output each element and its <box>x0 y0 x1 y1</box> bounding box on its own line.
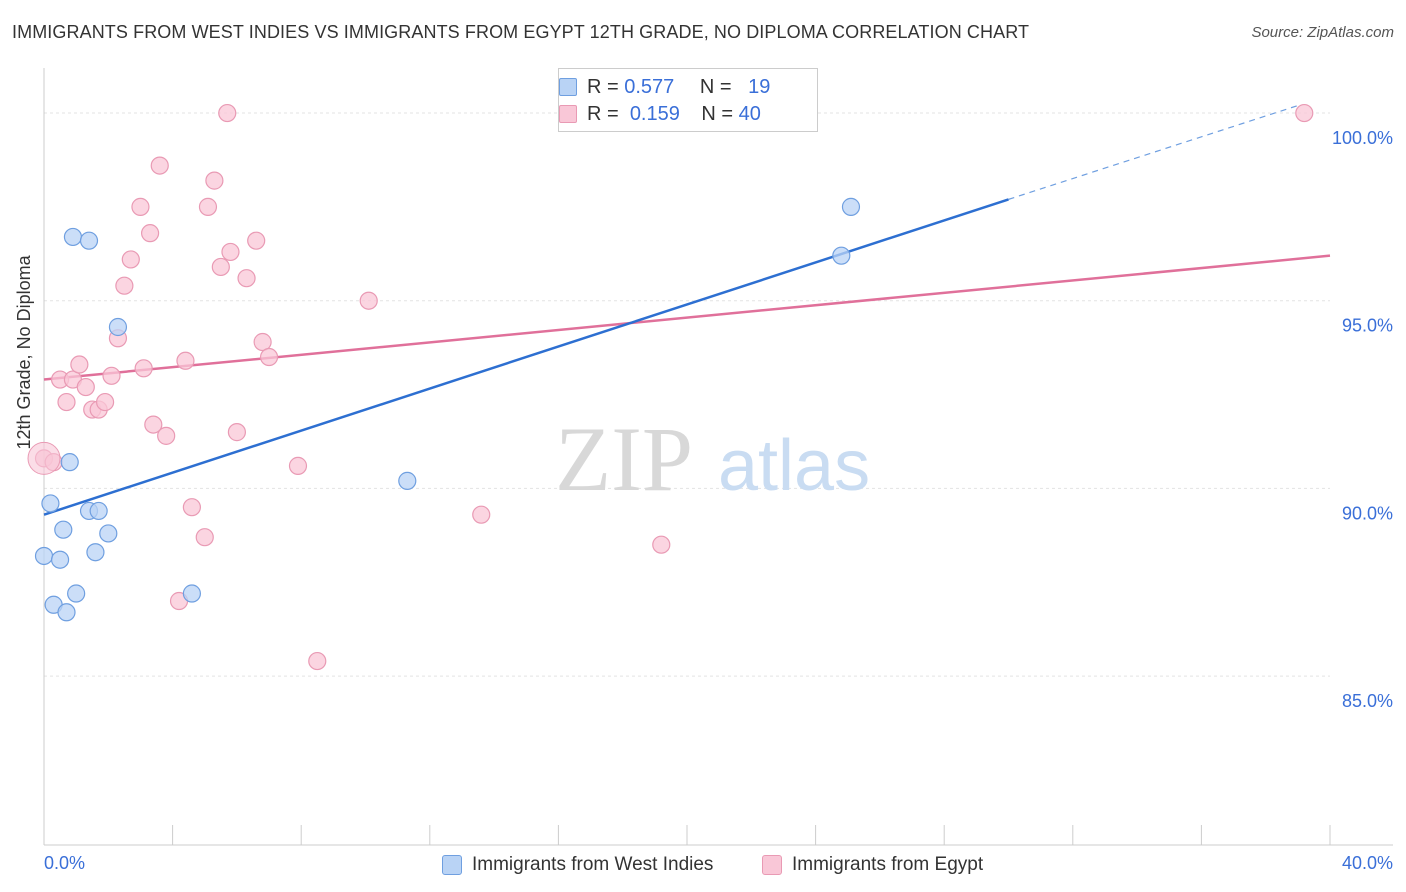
point-west-indies <box>182 584 201 603</box>
trend-egypt <box>43 254 1331 381</box>
point-egypt <box>211 257 230 277</box>
point-egypt <box>144 415 163 434</box>
y-tick-label: 90.0% <box>1342 503 1393 523</box>
point-egypt <box>218 103 237 123</box>
bottom-legend-swatch-blue <box>442 855 462 875</box>
chart-title: IMMIGRANTS FROM WEST INDIES VS IMMIGRANT… <box>12 22 1030 42</box>
point-egypt <box>76 377 95 397</box>
legend-n-value: 40 <box>738 102 761 125</box>
point-egypt <box>102 366 121 385</box>
point-west-indies <box>89 501 108 521</box>
legend-r-label: R = <box>587 102 619 125</box>
point-west-indies <box>54 520 73 539</box>
legend-row-west-indies: R = 0.577 N = 19 <box>559 75 771 99</box>
point-egypt <box>95 392 115 412</box>
point-egypt <box>259 347 279 367</box>
point-west-indies <box>108 317 128 337</box>
source-credit: Source: ZipAtlas.com <box>1251 24 1394 41</box>
point-egypt <box>195 528 214 547</box>
point-egypt <box>134 359 153 378</box>
point-egypt <box>652 535 671 554</box>
point-egypt <box>121 250 140 269</box>
point-west-indies <box>832 246 851 265</box>
watermark-zip: ZIP <box>555 408 693 510</box>
watermark: ZIP atlas <box>555 408 870 510</box>
bottom-legend-label: Immigrants from Egypt <box>792 854 984 875</box>
bottom-legend-swatch-pink <box>762 855 782 875</box>
point-west-indies <box>86 543 105 562</box>
legend-n-label: N = <box>701 102 734 125</box>
y-tick-label: 100.0% <box>1332 128 1393 148</box>
point-west-indies <box>398 471 417 490</box>
point-egypt <box>227 423 246 442</box>
point-west-indies <box>63 227 83 247</box>
x-tick-label-max: 40.0% <box>1342 853 1393 873</box>
point-egypt <box>140 224 160 243</box>
y-tick-label: 85.0% <box>1342 691 1393 711</box>
legend-swatch-pink <box>559 105 577 123</box>
legend-n-label: N = <box>699 75 732 98</box>
point-west-indies <box>841 197 861 216</box>
point-egypt <box>198 197 218 216</box>
point-egypt <box>288 456 308 475</box>
data-points <box>27 103 1314 671</box>
point-egypt <box>70 355 89 374</box>
point-egypt <box>157 426 176 445</box>
point-egypt <box>359 291 378 310</box>
legend-r-label: R = <box>587 75 619 98</box>
bottom-legend-west-indies: Immigrants from West Indies <box>442 852 713 878</box>
point-egypt <box>131 197 150 216</box>
point-egypt <box>237 269 256 288</box>
point-egypt <box>247 231 266 250</box>
point-west-indies <box>99 524 118 543</box>
bottom-legend-label: Immigrants from West Indies <box>472 854 714 875</box>
watermark-atlas: atlas <box>718 426 870 506</box>
bottom-legend-egypt: Immigrants from Egypt <box>762 852 983 878</box>
point-egypt <box>308 651 327 671</box>
point-egypt <box>205 171 224 190</box>
point-egypt <box>253 332 272 352</box>
point-west-indies <box>79 231 99 250</box>
point-egypt <box>1295 103 1314 123</box>
trend-west-indies-extension <box>1008 104 1299 200</box>
point-egypt <box>176 351 195 370</box>
point-west-indies <box>41 494 60 513</box>
legend-r-value: 0.577 <box>624 75 675 98</box>
x-tick-labels: 0.0% 40.0% <box>44 853 1393 873</box>
point-west-indies <box>57 603 76 622</box>
point-egypt <box>221 242 240 262</box>
legend-n-value: 19 <box>748 75 771 98</box>
gridlines <box>44 112 1330 677</box>
point-egypt <box>182 498 201 517</box>
point-egypt <box>472 505 491 524</box>
legend-row-egypt: R = 0.159 N = 40 <box>559 102 761 126</box>
y-tick-labels: 85.0% 90.0% 95.0% 100.0% <box>1332 128 1393 711</box>
y-tick-label: 95.0% <box>1342 316 1393 336</box>
x-tick-label-min: 0.0% <box>44 853 85 873</box>
point-egypt-large <box>27 441 61 475</box>
y-axis-label: 12th Grade, No Diploma <box>14 255 34 450</box>
point-west-indies <box>34 546 54 566</box>
point-west-indies <box>50 550 70 569</box>
correlation-legend: R = 0.577 N = 19 R = 0.159 N = 40 <box>558 68 818 132</box>
legend-r-value: 0.159 <box>629 102 680 125</box>
point-egypt <box>150 156 169 175</box>
legend-swatch-blue <box>559 78 577 96</box>
point-egypt <box>115 276 134 295</box>
point-west-indies <box>67 584 86 603</box>
point-west-indies <box>60 453 79 472</box>
point-egypt <box>57 392 76 412</box>
